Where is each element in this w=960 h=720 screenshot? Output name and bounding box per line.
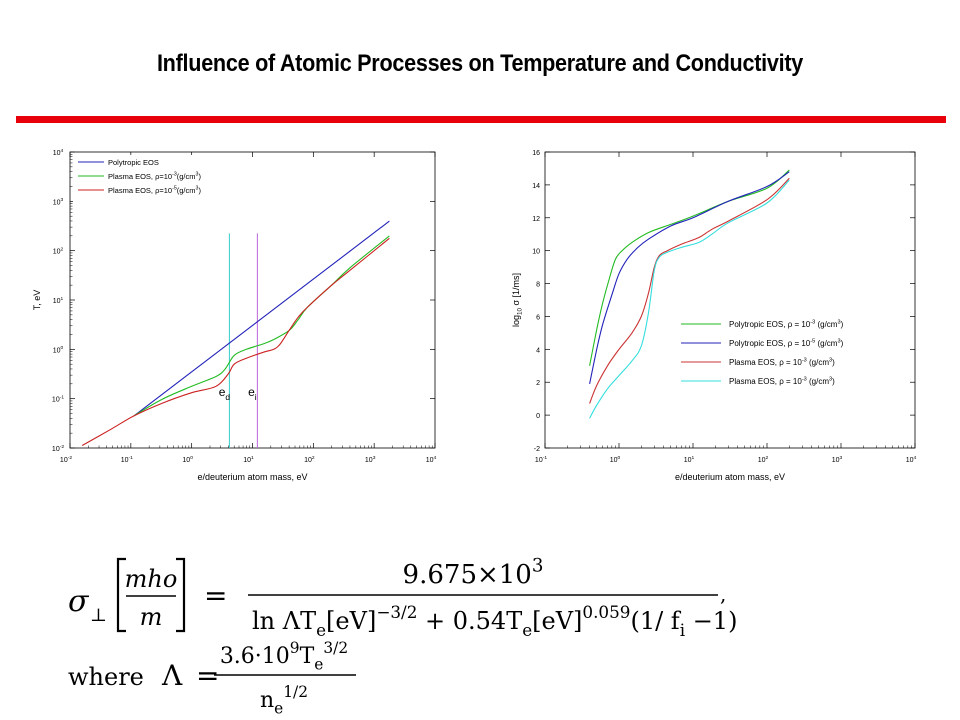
series-line-4 xyxy=(589,179,790,419)
unit-denominator: m xyxy=(140,603,163,631)
marker-label-d: ed xyxy=(219,385,231,402)
legend-box xyxy=(673,314,875,390)
series-line-1 xyxy=(133,220,390,417)
y-tick-label: 10 xyxy=(532,249,540,256)
where-word: where xyxy=(68,663,144,691)
x-tick-label: 104 xyxy=(426,455,437,464)
slide-title: Influence of Atomic Processes on Tempera… xyxy=(156,50,804,77)
y-tick-label: 14 xyxy=(532,183,540,190)
main-denominator: ln ΛTe[eV]−3/2 + 0.54Te[eV]0.059(1/ fi −… xyxy=(252,602,737,640)
x-tick-label: 102 xyxy=(758,455,769,464)
conductivity-formula: σ ⊥ mho m = 9.675×103 ln ΛTe[eV]−3/2 + 0.54Te[… xyxy=(68,555,737,718)
x-tick-label: 101 xyxy=(243,455,254,464)
x-tick-label: 103 xyxy=(365,455,376,464)
y-tick-label: 10-1 xyxy=(52,395,64,404)
x-tick-label: 102 xyxy=(304,455,315,464)
x-tick-label: 10-1 xyxy=(121,455,133,464)
lambda-symbol: Λ xyxy=(161,659,183,692)
y-tick-label: 12 xyxy=(532,216,540,223)
y-tick-label: 0 xyxy=(536,413,540,420)
lambda-numerator: 3.6·109Te3/2 xyxy=(220,639,348,674)
y-tick-label: 16 xyxy=(532,150,540,157)
y-axis-label: T, eV xyxy=(32,290,42,311)
x-tick-label: 10-2 xyxy=(60,455,72,464)
y-tick-label: 101 xyxy=(53,296,64,305)
series-line-2 xyxy=(133,235,390,417)
marker-label-i: ei xyxy=(248,385,257,402)
plot-frame xyxy=(544,151,916,449)
series-line-2 xyxy=(589,171,790,385)
series-line-3 xyxy=(589,177,790,404)
left-square-bracket xyxy=(116,557,126,633)
y-tick-label: 103 xyxy=(53,197,64,206)
equals-sign-2: = xyxy=(196,659,219,692)
x-axis-label: e/deuterium atom mass, eV xyxy=(675,472,785,482)
series-line-3 xyxy=(81,237,390,446)
y-tick-label: 2 xyxy=(536,380,540,387)
conductivity-chart: 10-1 100 101 102 103 104 -2 0 2 4 6 8 10 12 14 16 e/deut… xyxy=(511,150,917,482)
y-tick-label: 102 xyxy=(53,247,64,256)
legend-entry: Plasma EOS, ρ = 10-3 (g/cm3) xyxy=(729,357,835,367)
x-axis-label: e/deuterium atom mass, eV xyxy=(197,472,307,482)
y-tick-label: -2 xyxy=(534,446,540,453)
y-tick-label: 10-2 xyxy=(52,444,64,453)
y-tick-label: 100 xyxy=(53,345,64,354)
y-tick-label: 4 xyxy=(536,347,540,354)
main-numerator: 9.675×103 xyxy=(403,555,544,590)
legend-box xyxy=(73,155,233,203)
title-divider xyxy=(16,116,946,123)
legend-entry: Polytropic EOS, ρ = 10-3 (g/cm3) xyxy=(729,319,844,329)
x-tick-label: 10-1 xyxy=(535,455,547,464)
x-tick-label: 101 xyxy=(684,455,695,464)
y-tick-label: 104 xyxy=(53,148,64,157)
trailing-comma: , xyxy=(720,582,726,606)
legend-entry: Plasma EOS, ρ = 10-3 (g/cm3) xyxy=(729,376,835,386)
legend-entry: Polytropic EOS, ρ = 10-5 (g/cm3) xyxy=(729,338,844,348)
right-square-bracket xyxy=(176,557,186,633)
lambda-denominator: ne1/2 xyxy=(260,683,308,718)
perp-subscript: ⊥ xyxy=(90,605,107,626)
sigma-symbol: σ xyxy=(68,584,90,619)
legend-entry: Plasma EOS, ρ=10-3(g/cm3) xyxy=(108,172,201,181)
legend-entry: Polytropic EOS xyxy=(108,158,159,167)
y-tick-label: 8 xyxy=(536,282,540,289)
x-tick-label: 100 xyxy=(182,455,193,464)
equals-sign: = xyxy=(204,579,227,612)
x-tick-label: 100 xyxy=(610,455,621,464)
legend-entry: Plasma EOS, ρ=10-5(g/cm3) xyxy=(108,186,201,195)
y-tick-label: 6 xyxy=(536,314,540,321)
unit-numerator: mho xyxy=(125,565,178,593)
x-tick-label: 103 xyxy=(832,455,843,464)
y-axis-label: log10 σ [1/ms] xyxy=(511,273,524,327)
x-tick-label: 104 xyxy=(906,455,917,464)
temperature-chart: 10-2 10-1 100 101 102 103 104 10-2 10-1 100 101 102… xyxy=(32,148,437,482)
